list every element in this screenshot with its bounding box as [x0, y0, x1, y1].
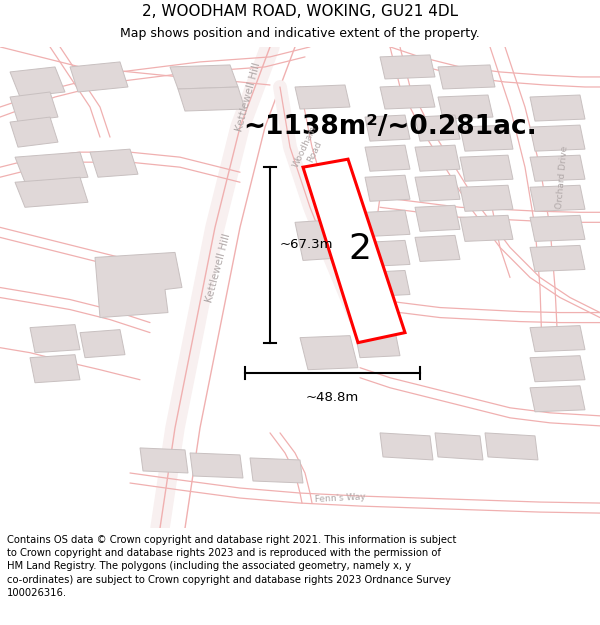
Polygon shape [530, 125, 585, 151]
Polygon shape [485, 433, 538, 460]
Polygon shape [365, 175, 410, 201]
Polygon shape [70, 62, 128, 92]
Polygon shape [460, 125, 513, 151]
Polygon shape [303, 159, 405, 342]
Polygon shape [15, 152, 88, 182]
Polygon shape [170, 65, 238, 89]
Polygon shape [530, 326, 585, 352]
Polygon shape [295, 85, 350, 109]
Polygon shape [530, 246, 585, 271]
Polygon shape [460, 155, 513, 181]
Text: Map shows position and indicative extent of the property.: Map shows position and indicative extent… [120, 28, 480, 40]
Polygon shape [30, 354, 80, 382]
Polygon shape [435, 433, 483, 460]
Polygon shape [415, 115, 460, 141]
Polygon shape [460, 185, 513, 211]
Polygon shape [365, 210, 410, 236]
Text: ~48.8m: ~48.8m [306, 391, 359, 404]
Text: ~1138m²/~0.281ac.: ~1138m²/~0.281ac. [243, 114, 537, 140]
Polygon shape [90, 149, 138, 178]
Polygon shape [415, 145, 460, 171]
Polygon shape [438, 95, 493, 119]
Polygon shape [530, 185, 585, 211]
Text: 2, WOODHAM ROAD, WOKING, GU21 4DL: 2, WOODHAM ROAD, WOKING, GU21 4DL [142, 4, 458, 19]
Text: Contains OS data © Crown copyright and database right 2021. This information is : Contains OS data © Crown copyright and d… [7, 535, 457, 598]
Text: Orchard Drive: Orchard Drive [555, 146, 569, 209]
Polygon shape [295, 219, 348, 261]
Polygon shape [190, 453, 243, 478]
Text: Kettlewell Hill: Kettlewell Hill [234, 61, 262, 132]
Text: 2: 2 [349, 232, 371, 266]
Polygon shape [15, 177, 88, 208]
Text: Kettlewell Hill: Kettlewell Hill [204, 232, 232, 303]
Polygon shape [530, 215, 585, 241]
Polygon shape [530, 386, 585, 412]
Polygon shape [355, 331, 400, 357]
Polygon shape [80, 329, 125, 357]
Polygon shape [30, 324, 80, 352]
Polygon shape [300, 336, 358, 370]
Polygon shape [415, 205, 460, 231]
Text: Fenn's Way: Fenn's Way [314, 492, 365, 504]
Text: Woodham
Road: Woodham Road [292, 124, 328, 174]
Polygon shape [460, 215, 513, 241]
Polygon shape [380, 85, 435, 109]
Polygon shape [530, 95, 585, 121]
Polygon shape [530, 155, 585, 181]
Polygon shape [415, 236, 460, 261]
Polygon shape [365, 115, 410, 141]
Polygon shape [438, 65, 495, 89]
Polygon shape [530, 356, 585, 382]
Polygon shape [178, 87, 245, 111]
Polygon shape [250, 458, 303, 483]
Text: ~67.3m: ~67.3m [280, 238, 334, 251]
Polygon shape [10, 67, 65, 97]
Polygon shape [365, 271, 410, 296]
Polygon shape [140, 448, 188, 473]
Polygon shape [380, 433, 433, 460]
Polygon shape [365, 145, 410, 171]
Polygon shape [380, 55, 435, 79]
Polygon shape [365, 241, 410, 266]
Polygon shape [95, 253, 182, 318]
Polygon shape [10, 92, 58, 122]
Polygon shape [10, 117, 58, 147]
Polygon shape [415, 175, 460, 201]
